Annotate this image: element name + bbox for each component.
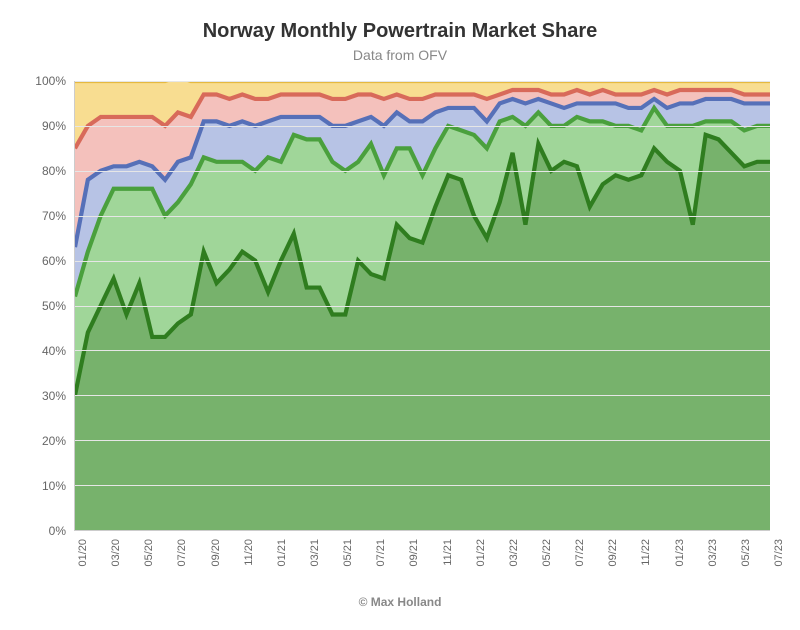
grid-line — [75, 216, 770, 217]
grid-line — [75, 395, 770, 396]
y-tick-label: 90% — [42, 119, 66, 133]
x-tick-label: 01/20 — [77, 539, 89, 567]
credit-line: © Max Holland — [30, 595, 770, 609]
y-tick-label: 50% — [42, 299, 66, 313]
grid-line — [75, 350, 770, 351]
plot-inner: PetrolDieselHEVPHEVBEV — [74, 81, 770, 531]
grid-line — [75, 81, 770, 82]
x-tick-label: 03/21 — [309, 539, 321, 567]
y-tick-label: 70% — [42, 209, 66, 223]
x-tick-label: 01/23 — [674, 539, 686, 567]
x-tick-label: 07/21 — [375, 539, 387, 567]
y-tick-label: 30% — [42, 389, 66, 403]
chart-container: Norway Monthly Powertrain Market Share D… — [0, 0, 800, 630]
x-tick-label: 03/20 — [110, 539, 122, 567]
grid-line — [75, 126, 770, 127]
x-tick-label: 11/20 — [243, 539, 255, 566]
x-axis: 01/20 03/20 05/20 07/20 09/20 11/20 01/21 03/21… — [74, 531, 770, 591]
y-axis: 0%10%20%30%40%50%60%70%80%90%100% — [30, 81, 74, 531]
y-tick-label: 60% — [42, 254, 66, 268]
y-tick-label: 80% — [42, 164, 66, 178]
y-tick-label: 0% — [49, 524, 66, 538]
x-tick-label: 01/21 — [276, 539, 288, 567]
plot-area: 0%10%20%30%40%50%60%70%80%90%100% Petrol… — [30, 81, 770, 531]
x-tick-label: 05/20 — [143, 539, 155, 567]
x-tick-label: 07/20 — [176, 539, 188, 567]
x-tick-label: 09/22 — [607, 539, 619, 567]
y-tick-label: 40% — [42, 344, 66, 358]
x-tick-label: 11/22 — [640, 539, 652, 566]
chart-subtitle: Data from OFV — [30, 47, 770, 63]
grid-line — [75, 171, 770, 172]
grid-line — [75, 261, 770, 262]
grid-line — [75, 485, 770, 486]
x-tick-label: 11/21 — [442, 539, 454, 566]
y-tick-label: 100% — [35, 74, 66, 88]
x-tick-label: 07/22 — [574, 539, 586, 567]
x-tick-label: 05/22 — [541, 539, 553, 567]
x-tick-label: 09/20 — [210, 539, 222, 567]
x-tick-label: 03/23 — [707, 539, 719, 567]
x-tick-label: 05/23 — [740, 539, 752, 567]
x-tick-label: 05/21 — [342, 539, 354, 567]
x-tick-label: 07/23 — [773, 539, 785, 567]
y-tick-label: 10% — [42, 479, 66, 493]
y-tick-label: 20% — [42, 434, 66, 448]
chart-title: Norway Monthly Powertrain Market Share — [30, 20, 770, 43]
grid-line — [75, 440, 770, 441]
grid-line — [75, 306, 770, 307]
x-tick-label: 01/22 — [475, 539, 487, 567]
x-tick-label: 09/21 — [408, 539, 420, 567]
x-tick-label: 03/22 — [508, 539, 520, 567]
